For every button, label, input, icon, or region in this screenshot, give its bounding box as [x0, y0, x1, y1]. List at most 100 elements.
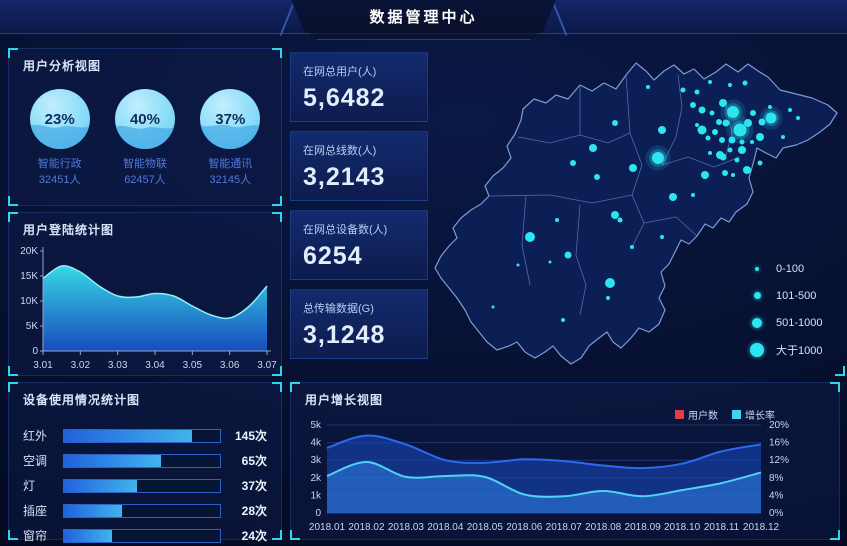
device-value: 24次	[241, 529, 267, 543]
corner-bracket	[8, 196, 18, 206]
legend-dot-icon	[748, 317, 766, 328]
corner-bracket	[835, 366, 845, 376]
growth-area-chart: 0 0% 1k 4% 2k 8% 3k 12% 4k 16% 5k 20% 2018.01 2018.02…	[309, 420, 789, 533]
map-legend-item[interactable]: 0-100	[748, 255, 823, 282]
gauge-count: 32145人	[209, 173, 252, 186]
gauge-wave	[200, 124, 261, 149]
svg-text:2018.05: 2018.05	[467, 522, 504, 533]
gauge-row: 23% 智能行政 32451人 40% 智能物联 62457人	[9, 79, 281, 189]
gauge-iot: 40% 智能物联 62457人	[105, 89, 185, 189]
corner-bracket	[8, 382, 18, 392]
svg-text:3k: 3k	[310, 455, 322, 466]
corner-bracket	[272, 196, 282, 206]
gauge-percent: 37%	[215, 110, 246, 128]
device-label: 红外	[23, 429, 48, 443]
svg-text:2k: 2k	[310, 473, 322, 484]
device-usage-row: 空调 65次	[23, 448, 267, 473]
device-bar-fill	[64, 454, 161, 467]
svg-text:2018.07: 2018.07	[546, 522, 583, 533]
device-bar-list: 红外 145次 空调 65次灯 37次 插座 28次 窗帘 24次	[9, 413, 281, 546]
kpi-card-online-users: 在网总用户(人) 5,6482	[290, 52, 428, 122]
growth-legend: 用户数 增长率	[675, 407, 775, 422]
corner-bracket	[830, 530, 840, 540]
map-legend-item[interactable]: 501-1000	[748, 309, 823, 336]
map-legend-item[interactable]: 101-500	[748, 282, 823, 309]
legend-swatch-growth-rate	[732, 410, 741, 419]
device-label: 空调	[23, 454, 48, 468]
device-bar-track	[63, 528, 221, 543]
svg-text:8%: 8%	[769, 473, 784, 484]
page-title: 数据管理中心	[369, 9, 478, 26]
map-bubbles	[491, 80, 800, 322]
header-title-plate: 数据管理中心	[291, 0, 556, 33]
legend-label: 0-100	[776, 262, 805, 275]
device-usage-row: 窗帘 24次	[23, 523, 267, 546]
panel-device-usage: 设备使用情况统计图 红外 145次 空调 65次灯 37次 插座 28次 窗帘 24次	[8, 382, 282, 543]
kpi-label: 总传输数据(G)	[303, 303, 374, 315]
svg-text:3.06: 3.06	[220, 360, 240, 371]
svg-text:12%: 12%	[769, 455, 789, 466]
svg-text:2018.02: 2018.02	[348, 522, 385, 533]
svg-text:5k: 5k	[310, 420, 322, 431]
svg-text:2018.11: 2018.11	[704, 522, 740, 533]
gauge-label: 智能通讯 32145人	[190, 157, 270, 189]
panel-user-analysis: 用户分析视图 23% 智能行政 32451人 40% 智能物联	[8, 48, 282, 206]
corner-bracket	[290, 530, 300, 540]
corner-bracket	[272, 212, 282, 222]
gauge-circle: 37%	[200, 89, 261, 149]
gauge-circle: 23%	[29, 89, 90, 149]
svg-text:15K: 15K	[20, 271, 38, 282]
device-usage-row: 灯 37次	[23, 473, 267, 498]
svg-text:2018.04: 2018.04	[427, 522, 464, 533]
corner-bracket	[272, 382, 282, 392]
device-bar-track	[63, 478, 221, 493]
corner-bracket	[830, 382, 840, 392]
map-svg	[434, 62, 838, 365]
svg-text:3.02: 3.02	[71, 360, 91, 371]
svg-text:10K: 10K	[20, 296, 38, 307]
svg-text:2018.08: 2018.08	[585, 522, 622, 533]
svg-text:2018.10: 2018.10	[664, 522, 701, 533]
legend-label: 大于1000	[776, 344, 823, 357]
device-bar-fill	[64, 504, 122, 517]
gauge-count: 62457人	[124, 173, 166, 186]
svg-text:2018.09: 2018.09	[625, 522, 662, 533]
kpi-label: 在网总线数(人)	[303, 145, 377, 157]
device-value: 65次	[241, 454, 267, 468]
header-bar: 数据管理中心	[0, 0, 847, 36]
corner-bracket	[272, 48, 282, 58]
kpi-card-online-devices: 在网总设备数(人) 6254	[290, 210, 428, 280]
device-value: 145次	[234, 429, 267, 443]
panel-title: 用户登陆统计图	[23, 223, 115, 237]
svg-text:0%: 0%	[769, 508, 784, 519]
gauge-wave	[114, 125, 175, 149]
svg-text:2018.12: 2018.12	[743, 522, 780, 533]
device-bar-track	[63, 428, 221, 443]
gauge-label: 智能行政 32451人	[20, 157, 100, 189]
corner-bracket	[8, 212, 18, 222]
svg-text:0: 0	[32, 346, 38, 357]
svg-text:1k: 1k	[310, 490, 322, 501]
panel-title: 用户增长视图	[305, 393, 384, 407]
kpi-card-total-data: 总传输数据(G) 3,1248	[290, 289, 428, 359]
map-legend: 0-100 101-500 501-1000 大于1000	[748, 255, 823, 363]
svg-text:3.03: 3.03	[108, 360, 128, 371]
legend-label: 增长率	[745, 411, 775, 422]
kpi-value: 6254	[303, 242, 363, 270]
gauge-wave	[29, 124, 90, 149]
svg-text:5K: 5K	[26, 321, 39, 332]
corner-bracket	[272, 530, 282, 540]
svg-text:2018.03: 2018.03	[388, 522, 425, 533]
device-usage-row: 红外 145次	[23, 423, 267, 448]
svg-text:20%: 20%	[769, 420, 789, 431]
corner-bracket	[8, 366, 18, 376]
gauge-percent: 23%	[44, 110, 75, 128]
kpi-card-online-lines: 在网总线数(人) 3,2143	[290, 131, 428, 201]
panel-user-growth: 用户增长视图 用户数 增长率 0 0% 1k 4% 2k 8% 3k 12% 4k 16% 5k 20…	[290, 382, 840, 540]
legend-item-users[interactable]: 用户数	[675, 407, 718, 422]
legend-dot-icon	[748, 266, 766, 271]
legend-item-growth-rate[interactable]: 增长率	[732, 407, 775, 422]
map-legend-item[interactable]: 大于1000	[748, 336, 823, 363]
device-bar-track	[63, 453, 221, 468]
